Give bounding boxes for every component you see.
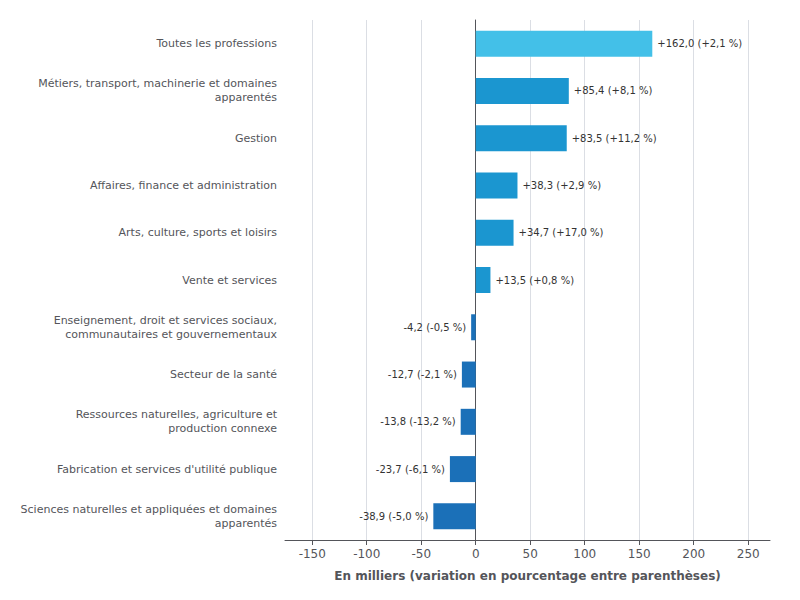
svg-text:Fabrication et services d'util: Fabrication et services d'utilité publiq… [57, 463, 277, 476]
svg-text:-150: -150 [299, 547, 326, 561]
svg-text:Secteur de la santé: Secteur de la santé [170, 368, 277, 381]
svg-text:250: 250 [737, 547, 760, 561]
svg-text:+83,5 (+11,2 %): +83,5 (+11,2 %) [572, 133, 657, 144]
svg-text:production connexe: production connexe [168, 422, 277, 435]
svg-text:150: 150 [628, 547, 651, 561]
svg-text:Métiers, transport, machinerie: Métiers, transport, machinerie et domain… [38, 77, 277, 90]
svg-text:+162,0 (+2,1 %): +162,0 (+2,1 %) [657, 38, 742, 49]
svg-text:+85,4 (+8,1 %): +85,4 (+8,1 %) [574, 85, 653, 96]
svg-text:+38,3 (+2,9 %): +38,3 (+2,9 %) [522, 180, 601, 191]
svg-text:Ressources naturelles, agricul: Ressources naturelles, agriculture et [76, 408, 278, 421]
svg-text:200: 200 [682, 547, 705, 561]
svg-text:Toutes les professions: Toutes les professions [156, 37, 278, 50]
svg-text:Affaires, finance et administr: Affaires, finance et administration [90, 179, 277, 192]
svg-text:Sciences naturelles et appliqu: Sciences naturelles et appliquées et dom… [21, 503, 278, 516]
svg-text:0: 0 [472, 547, 480, 561]
svg-text:+13,5 (+0,8 %): +13,5 (+0,8 %) [495, 275, 574, 286]
svg-text:-12,7 (-2,1 %): -12,7 (-2,1 %) [388, 369, 457, 380]
svg-text:Vente et services: Vente et services [182, 274, 277, 287]
svg-text:-100: -100 [353, 547, 380, 561]
svg-text:-50: -50 [411, 547, 431, 561]
svg-text:100: 100 [573, 547, 596, 561]
svg-text:-13,8 (-13,2 %): -13,8 (-13,2 %) [380, 416, 456, 427]
svg-text:Gestion: Gestion [235, 132, 277, 145]
svg-text:-23,7 (-6,1 %): -23,7 (-6,1 %) [376, 464, 445, 475]
svg-text:apparentés: apparentés [215, 91, 278, 104]
svg-text:En milliers (variation en pour: En milliers (variation en pourcentage en… [334, 569, 721, 583]
svg-text:communautaires et gouvernement: communautaires et gouvernementaux [65, 328, 277, 341]
svg-text:Enseignement, droit et service: Enseignement, droit et services sociaux, [54, 314, 277, 327]
svg-text:apparentés: apparentés [215, 517, 278, 530]
svg-text:50: 50 [523, 547, 538, 561]
svg-text:-38,9 (-5,0 %): -38,9 (-5,0 %) [359, 511, 428, 522]
svg-text:-4,2 (-0,5 %): -4,2 (-0,5 %) [403, 322, 466, 333]
svg-text:+34,7 (+17,0 %): +34,7 (+17,0 %) [519, 227, 604, 238]
svg-text:Arts, culture, sports et loisi: Arts, culture, sports et loisirs [119, 226, 278, 239]
